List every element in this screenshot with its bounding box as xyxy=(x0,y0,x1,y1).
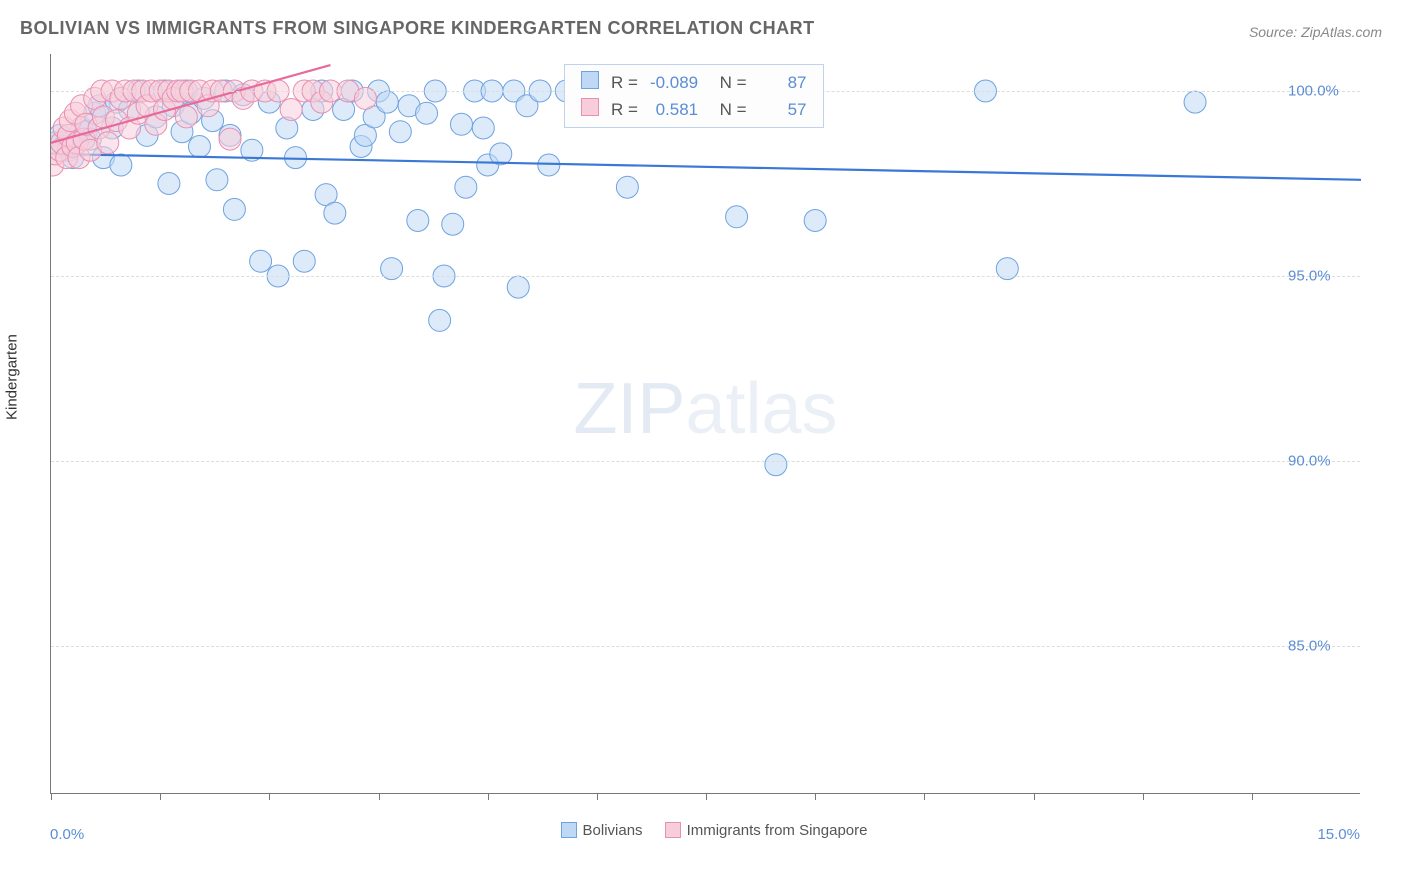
x-tick xyxy=(160,793,161,800)
data-point xyxy=(250,250,272,272)
gridline xyxy=(51,276,1360,277)
stats-n-label: N = xyxy=(704,96,752,123)
data-point xyxy=(538,154,560,176)
data-point xyxy=(389,121,411,143)
stats-n-label: N = xyxy=(704,69,752,96)
legend-swatch xyxy=(665,822,681,838)
data-point xyxy=(110,154,132,176)
data-point xyxy=(188,136,210,158)
stats-r-label: R = xyxy=(605,96,644,123)
data-point xyxy=(223,198,245,220)
legend-swatch xyxy=(561,822,577,838)
stats-r-value: 0.581 xyxy=(644,96,704,123)
stats-n-value: 57 xyxy=(753,96,813,123)
data-point xyxy=(507,276,529,298)
x-tick xyxy=(269,793,270,800)
data-point xyxy=(455,176,477,198)
data-point xyxy=(206,169,228,191)
x-tick xyxy=(1034,793,1035,800)
x-tick xyxy=(488,793,489,800)
x-tick xyxy=(51,793,52,800)
stats-r-label: R = xyxy=(605,69,644,96)
source-credit: Source: ZipAtlas.com xyxy=(1249,24,1382,40)
x-tick xyxy=(1143,793,1144,800)
stats-row: R =-0.089 N =87 xyxy=(575,69,813,96)
data-point xyxy=(416,102,438,124)
data-point xyxy=(175,106,197,128)
data-point xyxy=(1184,91,1206,113)
data-point xyxy=(429,309,451,331)
y-tick-label: 100.0% xyxy=(1288,83,1392,100)
y-tick-label: 85.0% xyxy=(1288,638,1392,655)
data-point xyxy=(726,206,748,228)
data-point xyxy=(293,250,315,272)
legend-label: Bolivians xyxy=(583,822,643,839)
data-point xyxy=(407,210,429,232)
legend-swatch xyxy=(581,71,599,89)
data-point xyxy=(324,202,346,224)
x-tick xyxy=(924,793,925,800)
stats-legend: R =-0.089 N =87R =0.581 N =57 xyxy=(564,64,824,128)
data-point xyxy=(616,176,638,198)
y-tick-label: 95.0% xyxy=(1288,268,1392,285)
plot-area: ZIPatlas xyxy=(50,54,1360,794)
gridline xyxy=(51,646,1360,647)
x-tick xyxy=(706,793,707,800)
stats-n-value: 87 xyxy=(753,69,813,96)
chart-svg xyxy=(51,54,1361,794)
gridline xyxy=(51,461,1360,462)
legend-bottom: Bolivians Immigrants from Singapore xyxy=(0,822,1406,839)
legend-swatch xyxy=(581,98,599,116)
data-point xyxy=(280,99,302,121)
data-point xyxy=(804,210,826,232)
legend-label: Immigrants from Singapore xyxy=(687,822,868,839)
x-tick xyxy=(379,793,380,800)
x-tick xyxy=(597,793,598,800)
chart-title: BOLIVIAN VS IMMIGRANTS FROM SINGAPORE KI… xyxy=(20,18,815,39)
data-point xyxy=(450,113,472,135)
data-point xyxy=(219,128,241,150)
data-point xyxy=(765,454,787,476)
data-point xyxy=(158,173,180,195)
y-axis-title: Kindergarten xyxy=(4,334,21,420)
data-point xyxy=(97,132,119,154)
y-tick-label: 90.0% xyxy=(1288,453,1392,470)
trend-line xyxy=(51,154,1361,180)
x-tick xyxy=(815,793,816,800)
stats-r-value: -0.089 xyxy=(644,69,704,96)
data-point xyxy=(376,91,398,113)
data-point xyxy=(472,117,494,139)
data-point xyxy=(442,213,464,235)
x-tick xyxy=(1252,793,1253,800)
stats-row: R =0.581 N =57 xyxy=(575,96,813,123)
